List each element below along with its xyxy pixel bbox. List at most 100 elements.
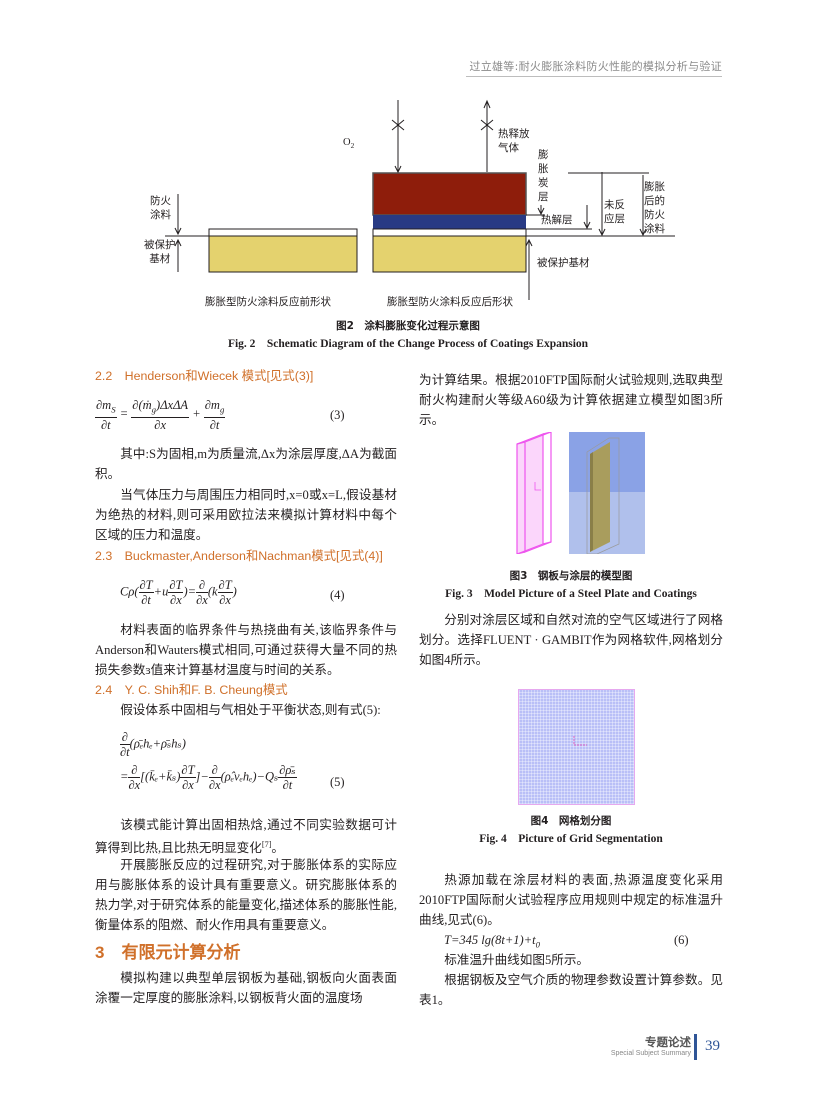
term: ∂ρ̄ₛ bbox=[278, 763, 297, 778]
heading-2-3: 2.3 Buckmaster,Anderson和Nachman模式[见式(4)] bbox=[95, 549, 383, 563]
figure-2-caption-en: Fig. 2 Schematic Diagram of the Change P… bbox=[227, 338, 589, 350]
page-number: 39 bbox=[705, 1038, 720, 1054]
term: ) bbox=[232, 584, 237, 599]
term: ∂m bbox=[204, 398, 220, 412]
equation-4: Cρ(∂T ∂t +u ∂T ∂x)= ∂ ∂x (k ∂T ∂x) (4) bbox=[95, 578, 397, 608]
term: (k bbox=[207, 584, 218, 599]
term: ∂x bbox=[154, 417, 167, 432]
fraction: ∂ ∂x bbox=[128, 763, 141, 792]
term: ∂ bbox=[128, 763, 141, 778]
unreacted-layer-label: 未反 应层 bbox=[604, 199, 625, 225]
term: (ρ̄ₑhₑ+ρ̄ₛhₛ) bbox=[129, 736, 186, 751]
term: ]− bbox=[195, 769, 209, 784]
expansion-diagram bbox=[165, 99, 675, 300]
figure-3-caption-cn: 图3 钢板与涂层的模型图 bbox=[509, 570, 633, 582]
term: ∂t bbox=[100, 417, 111, 432]
term: ∂x bbox=[208, 778, 221, 792]
fraction: ∂(ṁg)ΔxΔA ∂x bbox=[131, 398, 190, 432]
equation-5-line-2: = ∂ ∂x [(k̄ₑ+k̄ₛ) ∂T ∂x]− ∂ ∂x (ρ̂ₑvₑhₑ)−Qₛ ∂ρ̄ₛ ∂… bbox=[120, 763, 397, 792]
paragraph: 假设体系中固相与气相处于平衡状态,则有式(5): bbox=[120, 703, 381, 717]
term: ∂ bbox=[196, 578, 208, 593]
figure-4-image bbox=[518, 689, 635, 805]
paragraph: 为计算结果。根据2010FTP国际耐火试验规则,选取典型耐火构建耐火等级A60级… bbox=[419, 373, 723, 427]
term: )= bbox=[183, 584, 197, 599]
o2-subscript: 2 bbox=[350, 141, 355, 151]
fraction: ∂T ∂x bbox=[180, 763, 196, 792]
fraction: ∂ ∂t bbox=[120, 730, 130, 759]
o2-label: O2 bbox=[343, 136, 354, 153]
term: ∂x bbox=[196, 593, 208, 607]
figure-3-caption-en: Fig. 3 Model Picture of a Steel Plate an… bbox=[445, 588, 697, 600]
substrate-label-left: 被保护 基材 bbox=[144, 239, 176, 265]
header-divider bbox=[466, 76, 722, 77]
paragraph: 材料表面的临界条件与热挠曲有关,该临界条件与Anderson和Wauters模式… bbox=[95, 623, 397, 677]
mesh-marker bbox=[573, 736, 587, 746]
term: ∂t bbox=[209, 417, 220, 432]
footer-section-cn: 专题论述 bbox=[645, 1035, 691, 1049]
equation-number: (6) bbox=[674, 933, 689, 947]
fraction: ∂T ∂x bbox=[168, 578, 184, 607]
equation-number: (4) bbox=[330, 588, 345, 602]
equation-6: T=345 lg(8t+1)+t0 (6) bbox=[419, 930, 723, 955]
term: ∂t bbox=[120, 745, 130, 759]
paragraph: 其中:S为固相,m为质量流,Δx为涂层厚度,ΔA为截面积。 bbox=[95, 447, 397, 481]
term: S bbox=[111, 404, 116, 415]
paragraph: 热源加载在涂层材料的表面,热源温度变化采用2010FTP国际耐火试验程序应用规则… bbox=[419, 873, 723, 927]
expanded-coating-label: 膨胀 后的 防火 涂料 bbox=[644, 181, 665, 235]
equation-number: (5) bbox=[330, 775, 345, 789]
paragraph: 根据钢板及空气介质的物理参数设置计算参数。见表1。 bbox=[419, 973, 723, 1007]
heading-2-4: 2.4 Y. C. Shih和F. B. Cheung模式 bbox=[95, 683, 288, 697]
fraction: ∂ρ̄ₛ ∂t bbox=[278, 763, 297, 792]
figure-4-caption-en: Fig. 4 Picture of Grid Segmentation bbox=[479, 833, 663, 845]
fraction: ∂mg ∂t bbox=[203, 398, 226, 432]
term: ∂t bbox=[282, 778, 293, 792]
term: g bbox=[219, 404, 225, 415]
substrate-label-right: 被保护基材 bbox=[537, 257, 590, 269]
gas-label: 热释放 气体 bbox=[498, 128, 530, 154]
text: 该模式能计算出固相热焓,通过不同实验数据可计算得到比热,且比热无明显变化 bbox=[95, 818, 397, 856]
paragraph: 标准温升曲线如图5所示。 bbox=[444, 953, 590, 967]
equation-5-line-1: ∂ ∂t (ρ̄ₑhₑ+ρ̄ₛhₛ) bbox=[120, 730, 397, 759]
citation[interactable]: [7] bbox=[261, 840, 272, 849]
equation-3: ∂mS ∂t = ∂(ṁg)ΔxΔA ∂x + ∂mg ∂t (3) bbox=[95, 398, 345, 432]
before-shape-label: 膨胀型防火涂料反应前形状 bbox=[205, 296, 331, 308]
footer-divider bbox=[694, 1034, 697, 1060]
paragraph: 当气体压力与周围压力相同时,x=0或x=L,假设基材为绝热的材料,则可采用欧拉法… bbox=[95, 488, 397, 542]
term: [(k̄ₑ+k̄ₛ) bbox=[140, 769, 181, 784]
fraction: ∂ ∂x bbox=[196, 578, 208, 607]
coating-label: 防火 涂料 bbox=[150, 195, 171, 221]
footer-section-en: Special Subject Summary bbox=[610, 1050, 691, 1057]
term: ∂ bbox=[120, 730, 130, 745]
o2-text: O bbox=[343, 137, 351, 148]
running-title: 过立雄等:耐火膨胀涂料防火性能的模拟分析与验证 bbox=[469, 60, 722, 73]
steel-plate-model bbox=[516, 431, 645, 555]
term: ∂x bbox=[219, 593, 231, 607]
term: )ΔxΔA bbox=[156, 398, 189, 412]
term: ∂t bbox=[141, 593, 151, 607]
paragraph: 模拟构建以典型单层钢板为基础,钢板向火面表面涂覆一定厚度的膨胀涂料,以钢板背火面… bbox=[95, 971, 397, 1005]
heading-2-2: 2.2 Henderson和Wiecek 模式[见式(3)] bbox=[95, 369, 314, 383]
equation-number: (3) bbox=[330, 408, 345, 422]
paragraph: 开展膨胀反应的过程研究,对于膨胀体系的实际应用与膨胀体系的设计具有重要意义。研究… bbox=[95, 858, 397, 932]
fraction: ∂T ∂t bbox=[138, 578, 154, 607]
fraction: ∂ ∂x bbox=[208, 763, 221, 792]
term: ∂T bbox=[180, 763, 196, 778]
figure-3-image bbox=[515, 431, 645, 555]
figure-4-caption-cn: 图4 网格划分图 bbox=[530, 815, 612, 827]
equation-5: ∂ ∂t (ρ̄ₑhₑ+ρ̄ₛhₛ) = ∂ ∂x [(k̄ₑ+k̄ₛ) ∂T ∂x]− ∂ ∂x… bbox=[95, 730, 397, 800]
char-layer-label: 膨 胀 炭 层 bbox=[538, 149, 549, 203]
term: ∂m bbox=[96, 398, 112, 412]
term: = bbox=[120, 769, 129, 784]
figure-2: O2 热释放 气体 膨 胀 炭 层 热解层 未反 应层 膨胀 后的 防火 涂料 … bbox=[0, 0, 816, 360]
term: ∂x bbox=[170, 593, 182, 607]
term: ∂ bbox=[208, 763, 221, 778]
paragraph: 该模式能计算出固相热焓,通过不同实验数据可计算得到比热,且比热无明显变化[7]。 bbox=[95, 815, 397, 858]
heading-3: 3 有限元计算分析 bbox=[95, 943, 241, 962]
fraction: ∂mS ∂t bbox=[95, 398, 117, 432]
term: (ρ̂ₑvₑhₑ)−Qₛ bbox=[220, 769, 279, 784]
term: ∂x bbox=[128, 778, 141, 792]
term: +u bbox=[153, 584, 169, 599]
term: ∂T bbox=[217, 578, 233, 593]
text: 。 bbox=[271, 841, 285, 856]
term: T=345 lg(8t+1)+t bbox=[444, 933, 536, 947]
